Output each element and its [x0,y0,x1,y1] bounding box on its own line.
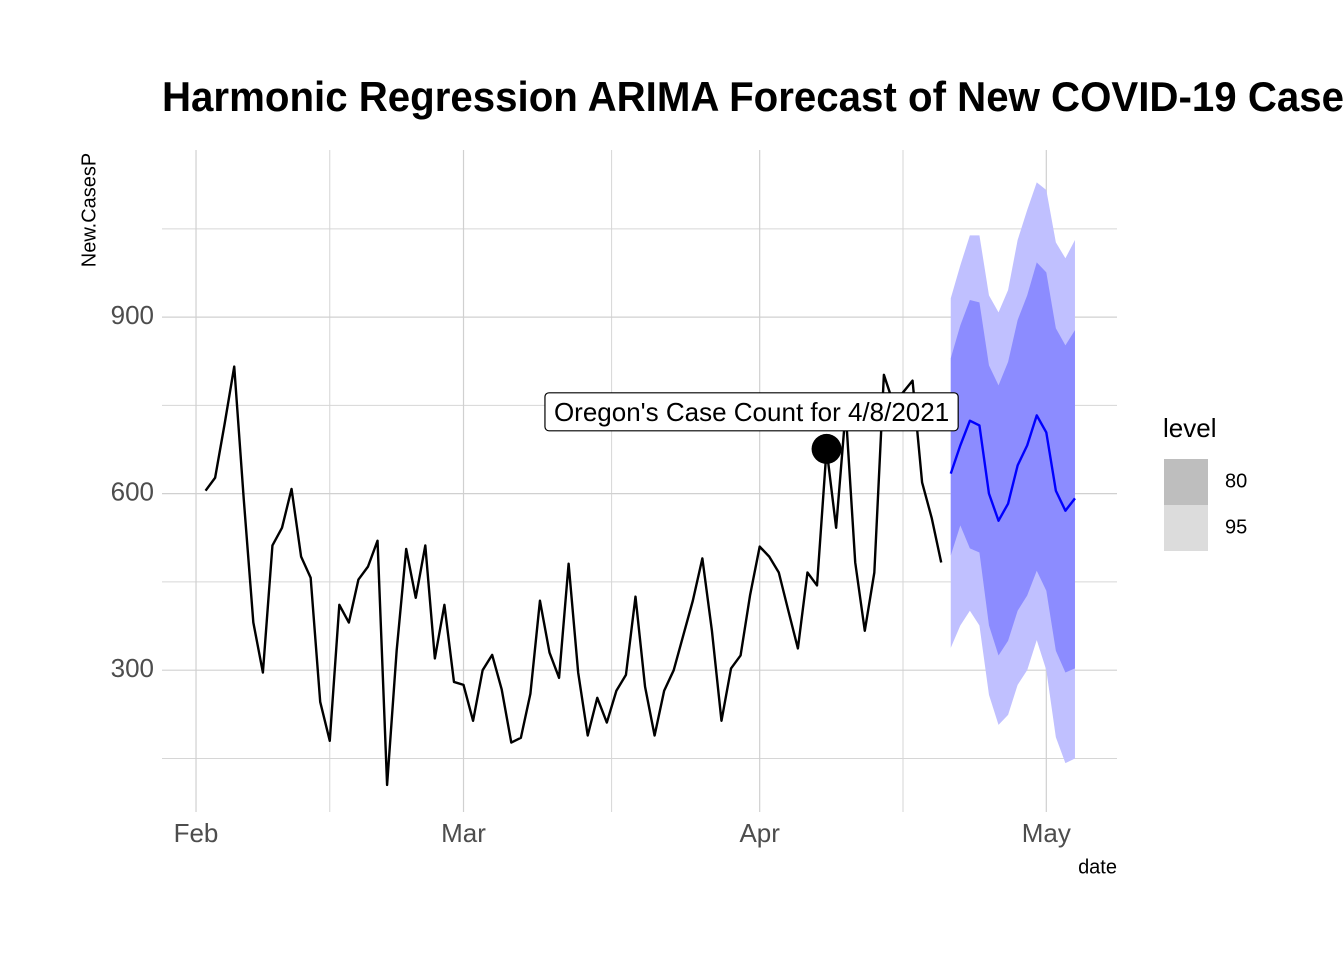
series-line [949,414,1076,522]
annotation-box [544,392,959,432]
annotation-text: Oregon's Case Count for 4/8/2021 [554,397,949,427]
legend-swatch [1164,459,1208,505]
legend-swatch [1164,505,1208,551]
y-axis-title: New.CasesP [78,153,100,268]
legend-label: 80 [1225,470,1247,492]
chart-title: Harmonic Regression ARIMA Forecast of Ne… [162,73,1344,120]
x-tick-label: May [1022,818,1071,848]
forecast-interval [950,262,1075,673]
y-tick-label: 600 [111,477,154,507]
legend-title: level [1163,413,1216,443]
legend-label: 95 [1225,516,1247,538]
series-line [204,365,943,787]
x-tick-label: Feb [174,818,219,848]
y-tick-label: 300 [111,653,154,683]
x-tick-label: Apr [739,818,780,848]
x-axis-title: date [1078,856,1117,878]
annotation-label: Oregon's Case Count for 4/8/2021 [544,392,959,432]
y-tick-label: 900 [111,300,154,330]
x-tick-label: Mar [441,818,486,848]
annotation-point [811,433,842,464]
